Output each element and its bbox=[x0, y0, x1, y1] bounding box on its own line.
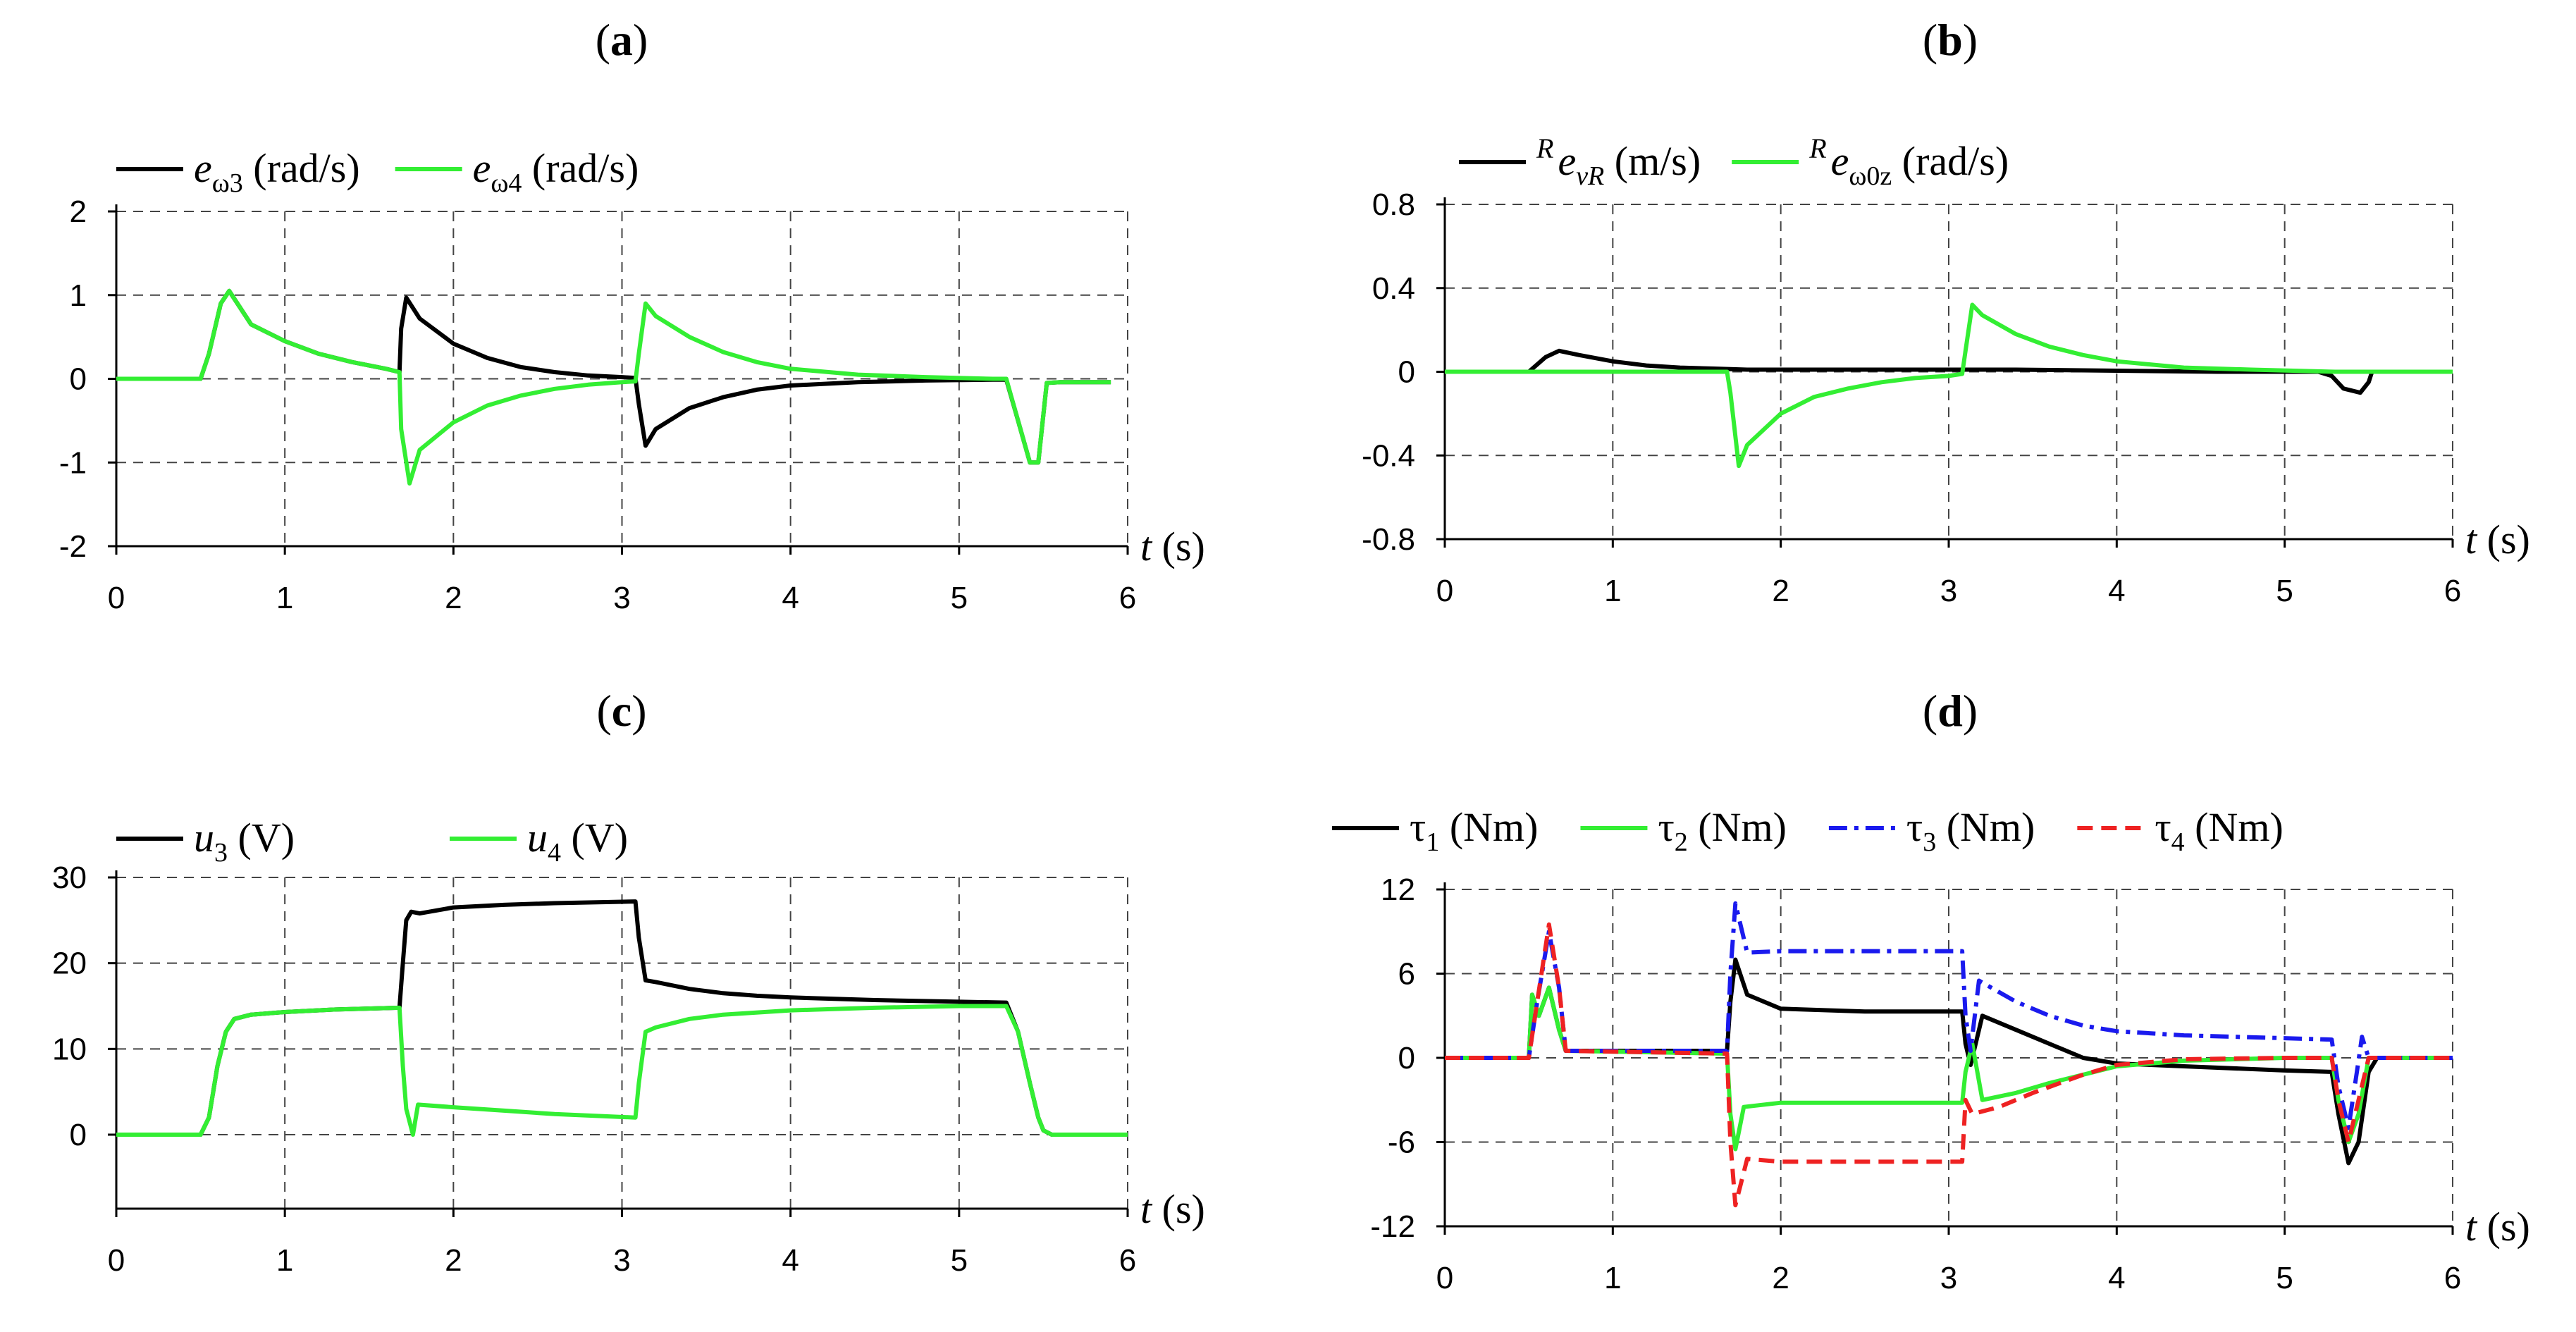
x-tick-label: 4 bbox=[2108, 574, 2125, 608]
legend: u3 (V) u4 (V) bbox=[116, 815, 628, 868]
panel-label: (c) bbox=[596, 686, 646, 736]
x-tick-label: 3 bbox=[1940, 1261, 1957, 1295]
panel-label: (a) bbox=[596, 15, 648, 65]
y-tick-label: 20 bbox=[52, 946, 87, 981]
x-tick-label: 2 bbox=[445, 1243, 462, 1278]
y-tick-label: 0.4 bbox=[1372, 271, 1415, 306]
series-line-2 bbox=[116, 1004, 1128, 1137]
x-tick-label: 5 bbox=[951, 581, 968, 615]
y-tick-label: -0.8 bbox=[1362, 522, 1415, 557]
x-tick-label: 5 bbox=[951, 1243, 968, 1278]
y-tick-label: 2 bbox=[70, 195, 87, 229]
y-tick-label: 30 bbox=[52, 861, 87, 895]
panel-label: (d) bbox=[1923, 686, 1978, 736]
x-tick-label: 1 bbox=[1604, 1261, 1621, 1295]
panel-a: (a) 2 1 0 -1 -2 0 1 2 3 4 5 6t (s) eω3 (rad/s) eω4 (ra… bbox=[59, 15, 1205, 615]
y-tick-label: 12 bbox=[1381, 872, 1415, 907]
grid bbox=[1445, 204, 2453, 539]
x-tick-label: 2 bbox=[1772, 574, 1789, 608]
x-axis-label: t (s) bbox=[1140, 524, 1205, 569]
y-tick-label: -1 bbox=[59, 445, 87, 480]
y-tick-label: 1 bbox=[70, 278, 87, 313]
grid bbox=[116, 877, 1128, 1209]
y-tick-label: 0 bbox=[1398, 355, 1415, 390]
x-tick-label: 6 bbox=[1119, 1243, 1136, 1278]
y-tick-label: 0 bbox=[70, 362, 87, 397]
x-tick-label: 4 bbox=[2108, 1261, 2125, 1295]
x-tick-label: 3 bbox=[613, 581, 630, 615]
grid bbox=[1445, 889, 2453, 1226]
x-tick-label: 4 bbox=[782, 581, 799, 615]
x-axis-label: t (s) bbox=[2465, 1204, 2530, 1250]
legend: eω3 (rad/s) eω4 (rad/s) bbox=[116, 145, 639, 198]
x-tick-label: 0 bbox=[1436, 574, 1453, 608]
x-tick-label: 0 bbox=[108, 1243, 125, 1278]
legend-label: τ3 (Nm) bbox=[1906, 804, 2035, 857]
x-tick-label: 2 bbox=[1772, 1261, 1789, 1295]
panel-c: (c) 30 20 10 0 0 1 2 3 4 5 6t (s) u3 (V) u4 (V) bbox=[52, 686, 1205, 1278]
x-tick-label: 6 bbox=[2444, 1261, 2461, 1295]
y-tick-label: -2 bbox=[59, 529, 87, 564]
y-tick-label: -0.4 bbox=[1362, 438, 1415, 473]
x-tick-label: 1 bbox=[1604, 574, 1621, 608]
series-line-2 bbox=[1445, 985, 2453, 1152]
y-tick-label: -12 bbox=[1370, 1209, 1415, 1244]
y-tick-label: 6 bbox=[1398, 957, 1415, 992]
y-tick-label: 0 bbox=[70, 1118, 87, 1152]
x-tick-label: 5 bbox=[2276, 574, 2293, 608]
x-tick-label: 3 bbox=[613, 1243, 630, 1278]
grid bbox=[116, 211, 1128, 546]
x-tick-label: 5 bbox=[2276, 1261, 2293, 1295]
legend-label: τ1 (Nm) bbox=[1410, 804, 1538, 857]
legend-label: τ2 (Nm) bbox=[1658, 804, 1786, 857]
y-tick-label: 10 bbox=[52, 1032, 87, 1066]
panel-b: (b) 0.8 0.4 0 -0.4 -0.8 0 1 2 3 4 5 6t (s) R evR (m/s)… bbox=[1362, 15, 2530, 608]
x-tick-label: 2 bbox=[445, 581, 462, 615]
x-tick-label: 0 bbox=[1436, 1261, 1453, 1295]
x-tick-label: 1 bbox=[276, 1243, 293, 1278]
legend: τ1 (Nm) τ2 (Nm) τ3 (Nm) τ4 (Nm) bbox=[1332, 804, 2284, 857]
x-tick-label: 4 bbox=[782, 1243, 799, 1278]
x-tick-label: 6 bbox=[2444, 574, 2461, 608]
x-axis-label: t (s) bbox=[1140, 1186, 1205, 1232]
legend-label: τ4 (Nm) bbox=[2155, 804, 2283, 857]
series-line-2 bbox=[1445, 302, 2453, 469]
legend-label: eω3 (rad/s) bbox=[194, 145, 360, 198]
x-axis-label: t (s) bbox=[2465, 517, 2530, 562]
series-line-2 bbox=[116, 288, 1111, 486]
x-tick-label: 1 bbox=[276, 581, 293, 615]
y-tick-label: 0 bbox=[1398, 1041, 1415, 1075]
y-tick-label: 0.8 bbox=[1372, 187, 1415, 222]
legend-label: eω4 (rad/s) bbox=[473, 145, 639, 198]
x-tick-label: 0 bbox=[108, 581, 125, 615]
x-tick-label: 3 bbox=[1940, 574, 1957, 608]
y-tick-label: -6 bbox=[1388, 1126, 1415, 1160]
legend-label: u3 (V) bbox=[194, 815, 295, 868]
panel-label: (b) bbox=[1923, 15, 1978, 65]
legend-label: u4 (V) bbox=[527, 815, 628, 868]
series-line-1 bbox=[1445, 348, 2453, 395]
x-tick-label: 6 bbox=[1119, 581, 1136, 615]
series-line-4 bbox=[1445, 922, 2453, 1208]
